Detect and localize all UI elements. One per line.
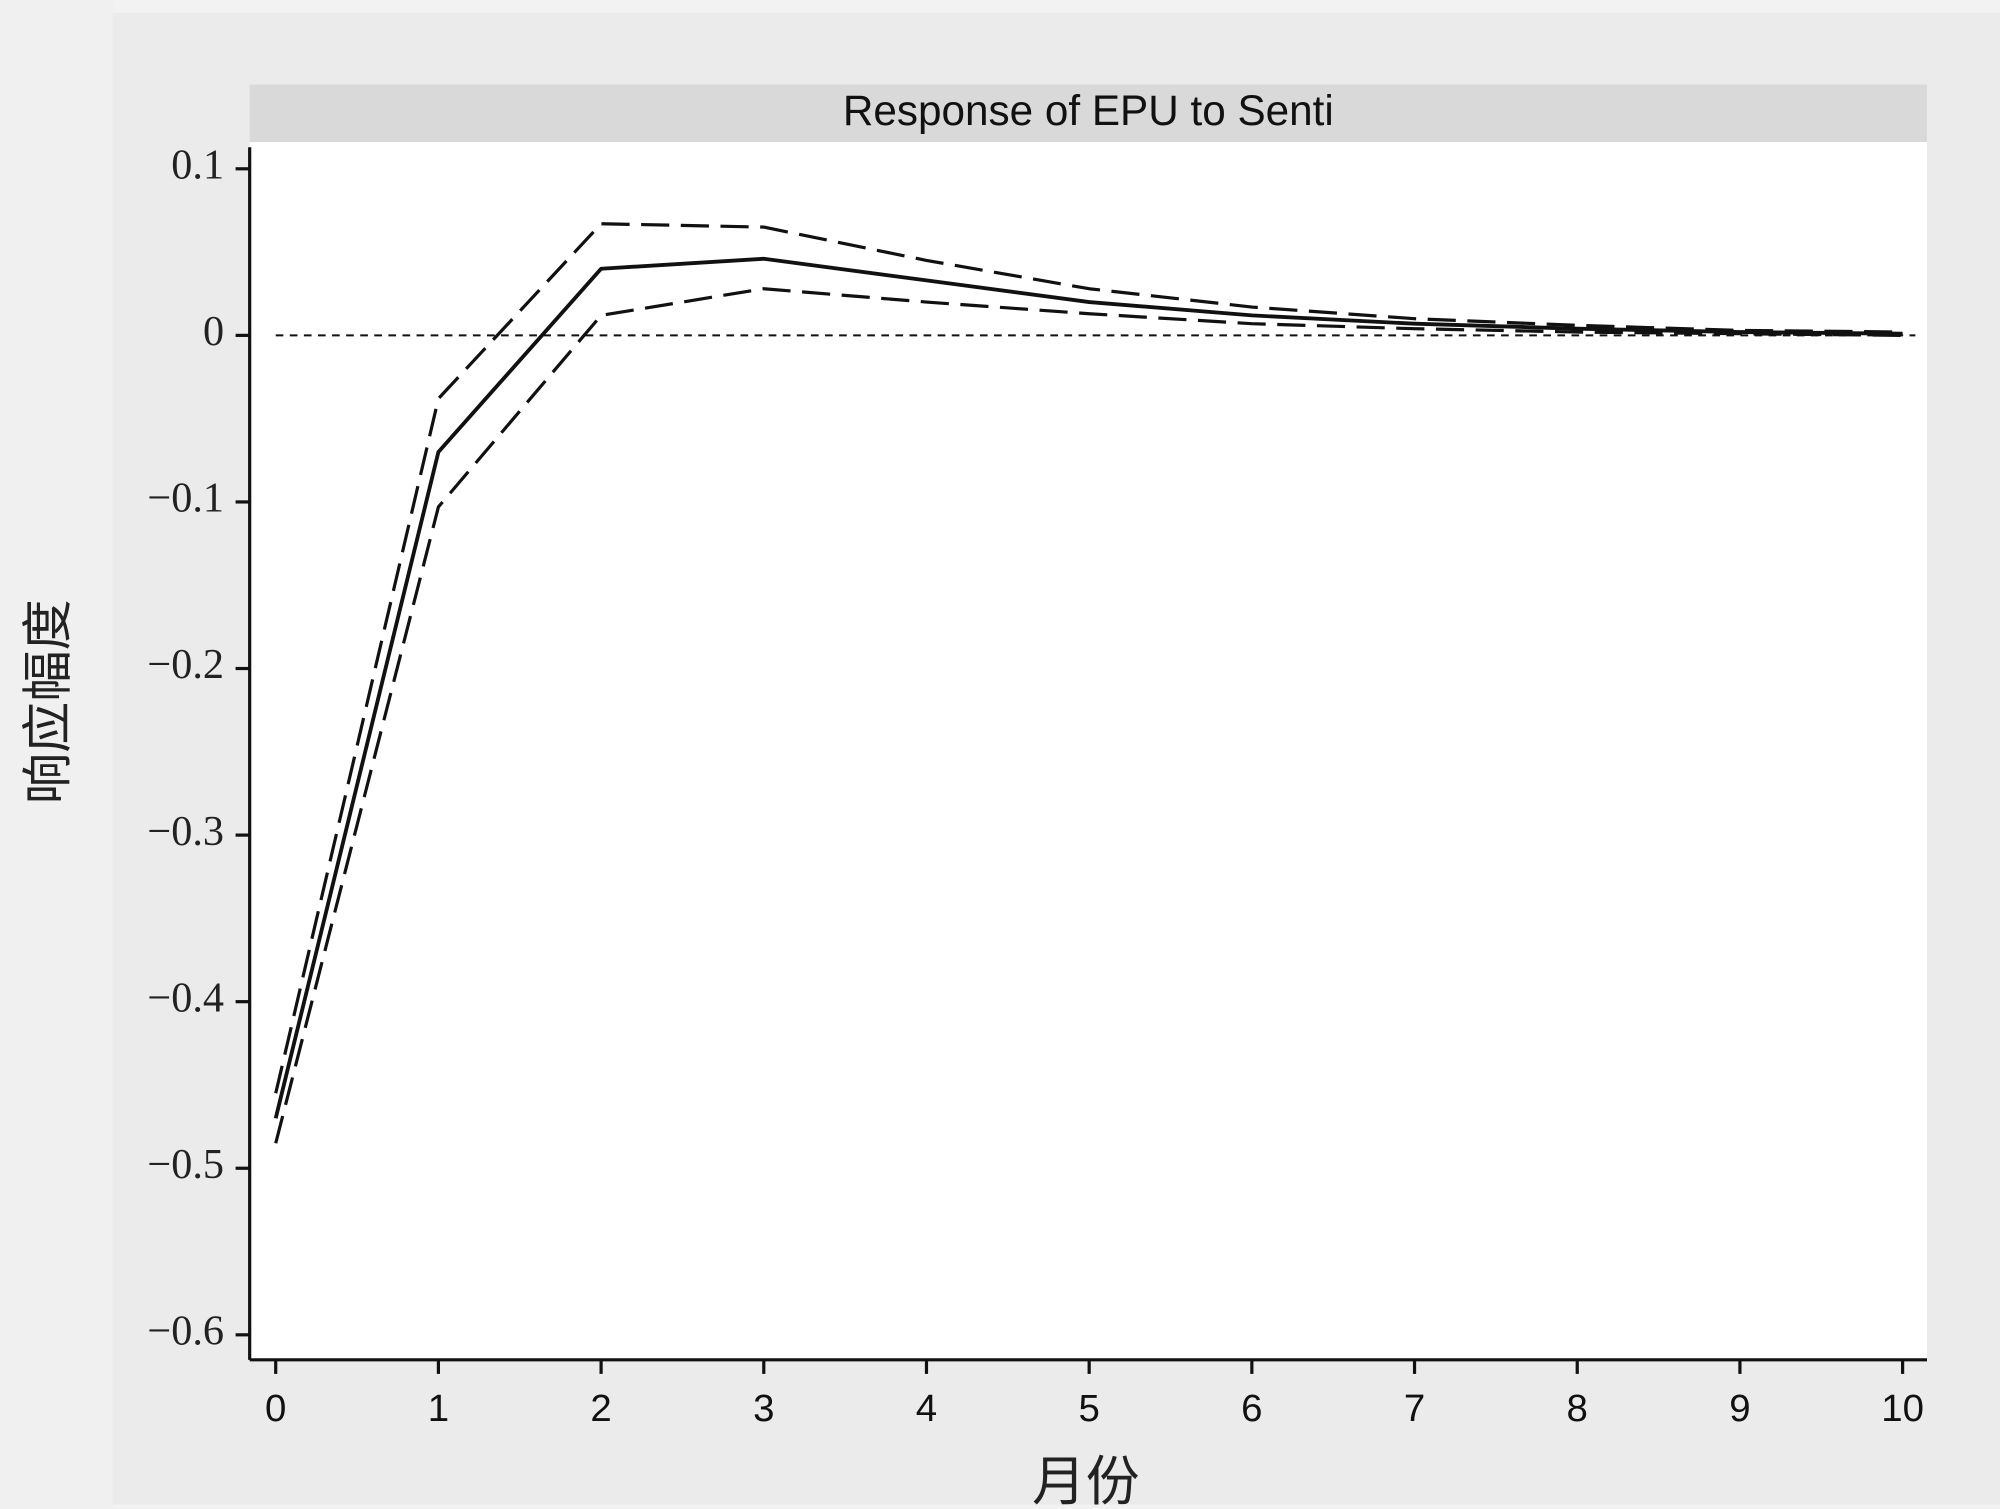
y-tick-label: −0.3 <box>147 808 224 855</box>
plot-area <box>249 142 1928 1360</box>
chart-title: Response of EPU to Senti <box>843 87 1334 134</box>
y-axis-label: 响应幅度 <box>21 599 78 804</box>
title-bar <box>249 84 1928 143</box>
series-line <box>274 287 1903 1144</box>
x-tick-label: 4 <box>916 1387 937 1430</box>
y-tick-label: 0.1 <box>171 141 224 188</box>
series-line <box>274 222 1903 1094</box>
x-tick-label: 0 <box>265 1387 286 1430</box>
y-tick-label: −0.4 <box>147 974 224 1021</box>
x-tick-label: 8 <box>1567 1387 1588 1430</box>
x-tick-label: 7 <box>1404 1387 1425 1430</box>
y-tick-label: −0.6 <box>147 1308 224 1355</box>
y-tick-label: 0 <box>203 308 224 355</box>
x-axis-label: 月份 <box>1032 1452 1140 1509</box>
x-tick-label: 10 <box>1881 1387 1924 1430</box>
x-tick-label: 1 <box>428 1387 449 1430</box>
left-margin <box>0 0 113 1509</box>
y-tick-label: −0.5 <box>147 1141 224 1188</box>
y-tick-label: −0.2 <box>147 641 224 688</box>
y-tick-label: −0.1 <box>147 475 224 522</box>
x-tick-label: 2 <box>590 1387 611 1430</box>
x-tick-label: 6 <box>1241 1387 1262 1430</box>
x-tick-label: 5 <box>1078 1387 1099 1430</box>
x-tick-label: 3 <box>753 1387 774 1430</box>
series-line <box>273 256 1903 1119</box>
x-tick-label: 9 <box>1729 1387 1750 1430</box>
